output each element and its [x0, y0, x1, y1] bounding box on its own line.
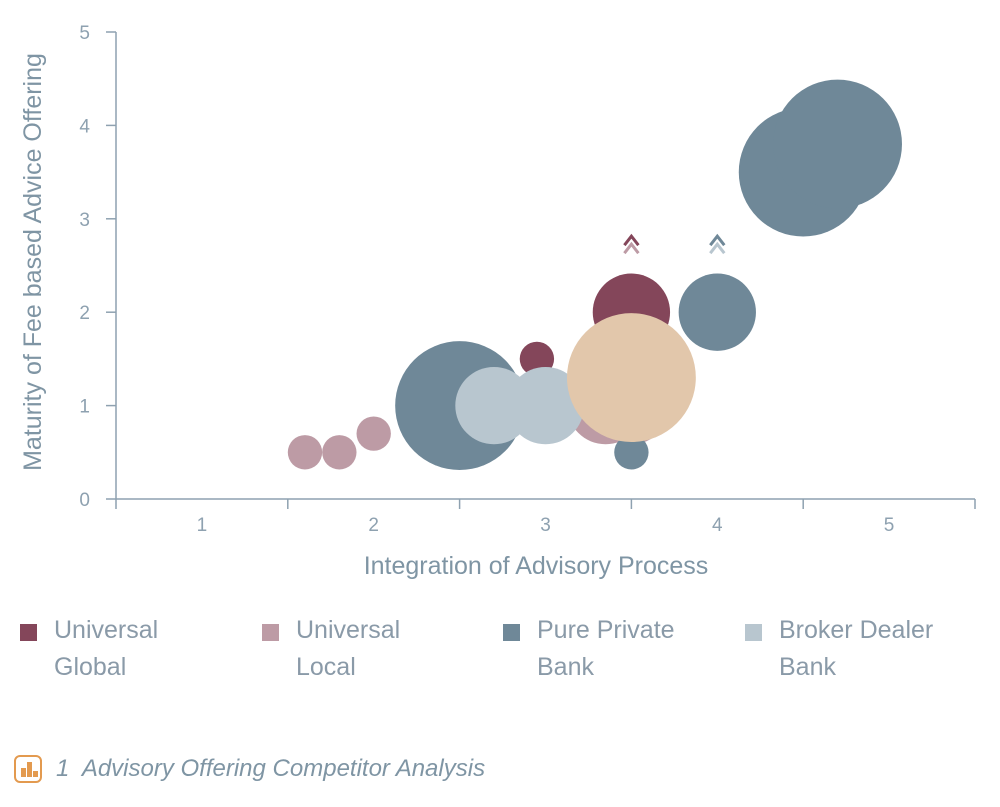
bubble-unlabeled — [566, 313, 696, 443]
legend-label: Universal Local — [296, 612, 400, 686]
legend-label: Broker Dealer Bank — [779, 612, 933, 686]
chevron-up-icon — [623, 241, 640, 255]
x-tick-label: 3 — [540, 515, 551, 536]
figure-caption: 1 Advisory Offering Competitor Analysis — [14, 755, 485, 783]
axes-layer — [106, 31, 976, 509]
chevron-up-icon — [709, 241, 726, 255]
legend-item-universal-global[interactable]: Universal Global — [20, 612, 158, 686]
y-axis-title: Maturity of Fee based Advice Offering — [19, 53, 47, 471]
legend-label-line: Global — [54, 653, 127, 681]
legend-label-line: Local — [296, 653, 356, 681]
double-chevron-up-icon — [709, 233, 726, 255]
bubble-universal-local — [322, 435, 357, 470]
chevron-up-icon — [623, 233, 640, 247]
legend-label-line: Universal — [54, 616, 159, 644]
legend-swatch — [262, 624, 279, 641]
bubble-universal-local — [287, 435, 323, 470]
tick-labels-layer: 1 2 3 4 5 0 1 2 3 4 5 — [79, 23, 894, 536]
legend-item-broker-dealer-bank[interactable]: Broker Dealer Bank — [745, 612, 933, 686]
chevron-up-icon — [709, 233, 726, 247]
bar-chart-icon — [14, 755, 42, 783]
y-tick-label: 0 — [79, 490, 90, 511]
x-tick-label: 4 — [712, 515, 723, 536]
bubble-pure-private-bank — [614, 435, 649, 470]
legend-swatch — [745, 624, 762, 641]
y-tick-label: 3 — [79, 210, 90, 231]
caption-title: Advisory Offering Competitor Analysis — [81, 755, 486, 782]
caption-text: 1 Advisory Offering Competitor Analysis — [56, 755, 485, 783]
bubbles-layer — [287, 79, 902, 471]
legend-label-line: Pure Private — [537, 616, 675, 644]
bubble-universal-local — [356, 416, 391, 451]
y-tick-label: 2 — [79, 303, 90, 324]
legend-item-universal-local[interactable]: Universal Local — [262, 612, 400, 686]
legend-label-line: Universal — [296, 616, 401, 644]
x-tick-label: 5 — [884, 515, 895, 536]
y-tick-label: 1 — [79, 397, 90, 418]
legend-swatch — [20, 624, 37, 641]
legend-item-pure-private-bank[interactable]: Pure Private Bank — [503, 612, 675, 686]
legend-label: Universal Global — [54, 612, 158, 686]
legend-label-line: Bank — [537, 653, 594, 681]
legend-label-line: Broker Dealer — [779, 616, 934, 644]
y-tick-label: 4 — [79, 116, 90, 137]
x-tick-label: 1 — [197, 515, 208, 536]
x-tick-label: 2 — [368, 515, 379, 536]
bubble-chart: 1 2 3 4 5 0 1 2 3 4 5 Integration of Advisory Proc… — [19, 23, 976, 580]
caption-number: 1 — [56, 755, 70, 782]
legend: Universal Global Universal Local Pure Pr… — [0, 612, 1000, 702]
y-tick-label: 5 — [79, 23, 90, 44]
annotations-layer — [623, 233, 726, 255]
x-axis-title: Integration of Advisory Process — [364, 552, 709, 580]
bubble-pure-private-bank — [678, 273, 756, 351]
legend-label: Pure Private Bank — [537, 612, 675, 686]
bubble-broker-dealer-bank — [506, 366, 585, 445]
double-chevron-up-icon — [623, 233, 640, 255]
legend-swatch — [503, 624, 520, 641]
legend-label-line: Bank — [779, 653, 836, 681]
bubble-pure-private-bank — [773, 79, 902, 209]
